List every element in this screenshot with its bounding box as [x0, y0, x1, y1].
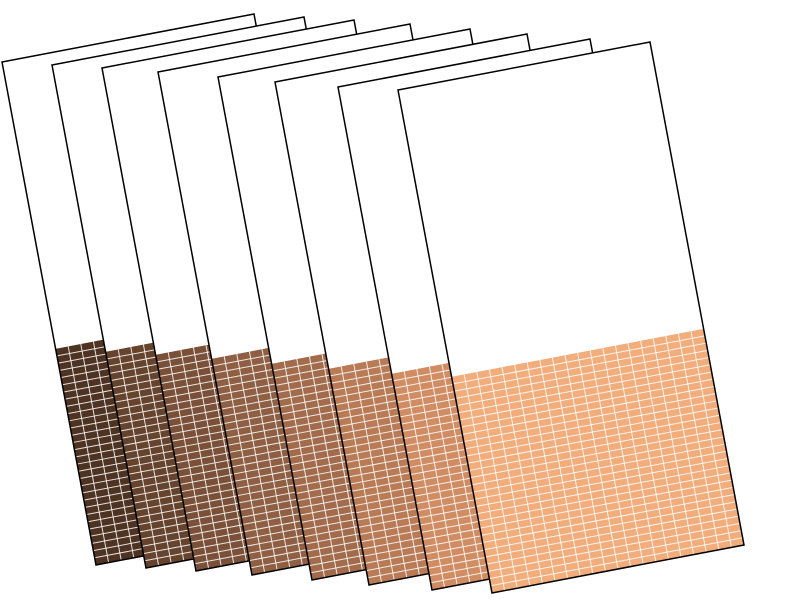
- grid-line: [485, 509, 737, 557]
- card-grid: [451, 328, 745, 594]
- grid-line: [483, 495, 735, 543]
- grid-line: [480, 480, 732, 528]
- grid-line: [474, 451, 726, 499]
- grid-line: [460, 372, 712, 420]
- grid-line: [465, 401, 717, 449]
- grid-line: [476, 458, 728, 506]
- grid-line: [484, 502, 736, 550]
- grid-line: [464, 394, 716, 442]
- grid-line: [457, 358, 709, 406]
- grid-line: [479, 473, 731, 521]
- grid-line: [470, 430, 722, 478]
- grid-line: [487, 516, 739, 564]
- card-border: [398, 42, 744, 593]
- grid-line: [488, 523, 740, 571]
- grid-line: [472, 437, 724, 485]
- grid-line: [469, 422, 721, 470]
- grid-line: [481, 487, 733, 535]
- grid-line: [456, 350, 708, 398]
- grid-line: [466, 408, 718, 456]
- card: [398, 42, 744, 593]
- grid-line: [461, 379, 713, 427]
- grid-line: [462, 386, 714, 434]
- grid-line: [491, 538, 743, 586]
- grid-line: [477, 466, 729, 514]
- grid-line: [458, 365, 710, 413]
- grid-line: [473, 444, 725, 492]
- grid-line: [468, 415, 720, 463]
- grid-line: [453, 336, 705, 384]
- grid-line: [454, 343, 706, 391]
- grid-line: [489, 531, 741, 579]
